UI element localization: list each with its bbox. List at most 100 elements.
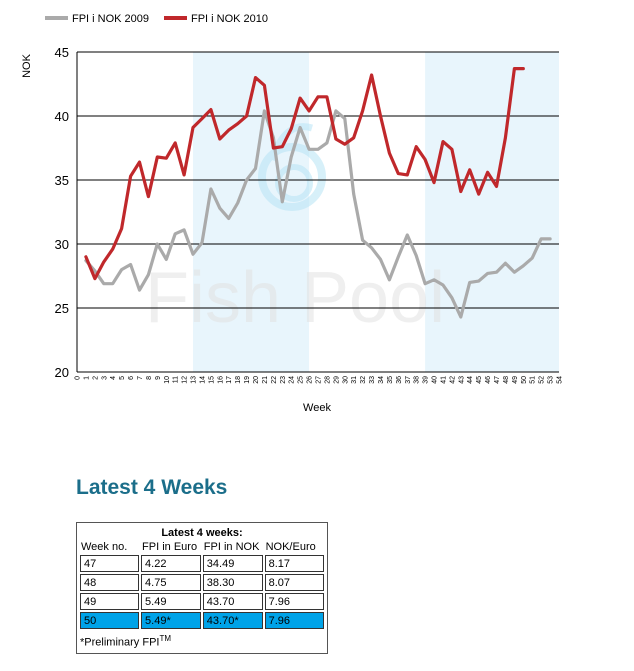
y-tick-labels: 20 25 30 35 40 45 — [55, 45, 69, 380]
x-tick-label: 41 — [440, 376, 447, 384]
cell-nok-euro: 7.96 — [264, 612, 324, 629]
x-tick-label: 29 — [333, 376, 340, 384]
x-tick-label: 53 — [548, 376, 555, 384]
cell-week: 50 — [80, 612, 140, 629]
latest-weeks-table: Latest 4 weeks: Week no. FPI in Euro FPI… — [76, 522, 328, 654]
cell-nok-euro: 7.96 — [264, 593, 324, 610]
x-tick-label: 6 — [128, 376, 135, 380]
cell-fpi-nok: 38.30 — [202, 574, 263, 591]
x-tick-label: 43 — [458, 376, 465, 384]
cell-fpi-euro: 5.49 — [141, 593, 201, 610]
table-footnote: *Preliminary FPITM — [77, 631, 327, 653]
series-line-fpi-i-nok-2010 — [84, 66, 525, 281]
x-tick-label: 31 — [351, 376, 358, 384]
x-tick-label: 23 — [280, 376, 287, 384]
cell-fpi-euro: 5.49* — [141, 612, 201, 629]
x-tick-label: 46 — [485, 376, 492, 384]
x-tick-label: 50 — [521, 376, 528, 384]
y-axis-title: NOK — [21, 53, 33, 78]
legend-label-2010: FPI i NOK 2010 — [191, 13, 268, 25]
legend: FPI i NOK 2009 FPI i NOK 2010 — [45, 13, 268, 25]
x-tick-label: 30 — [342, 376, 349, 384]
shaded-bands — [193, 52, 559, 372]
y-tick-label: 25 — [55, 301, 69, 316]
x-tick-label: 24 — [289, 376, 296, 384]
y-tick-label: 20 — [55, 365, 69, 380]
x-tick-label: 33 — [369, 376, 376, 384]
x-tick-label: 2 — [92, 376, 99, 380]
shaded-band-1 — [193, 52, 310, 372]
x-tick-label: 25 — [298, 376, 305, 384]
cell-fpi-nok: 43.70 — [202, 593, 263, 610]
shaded-band-2 — [425, 52, 559, 372]
cell-fpi-euro: 4.22 — [141, 555, 201, 572]
cell-fpi-nok: 43.70* — [202, 612, 263, 629]
cell-fpi-nok: 34.49 — [202, 555, 263, 572]
x-tick-label: 32 — [360, 376, 367, 384]
cell-nok-euro: 8.07 — [264, 574, 324, 591]
x-tick-label: 0 — [75, 376, 82, 380]
x-tick-label: 27 — [316, 376, 323, 384]
series-line-fpi-i-nok-2009 — [84, 109, 552, 319]
x-tick-label: 8 — [146, 376, 153, 380]
x-tick-label: 19 — [244, 376, 251, 384]
x-tick-label: 54 — [557, 376, 564, 384]
footnote-text: *Preliminary FPI — [80, 636, 160, 649]
x-tick-label: 34 — [378, 376, 385, 384]
section-title: Latest 4 Weeks — [76, 476, 228, 499]
x-tick-label: 26 — [307, 376, 314, 384]
footnote-trademark: TM — [159, 634, 172, 643]
table-header-row: Week no. FPI in Euro FPI in NOK NOK/Euro — [80, 541, 324, 553]
x-tick-label: 5 — [119, 376, 126, 380]
y-tick-label: 30 — [55, 237, 69, 252]
table-row: 49 5.49 43.70 7.96 — [80, 593, 324, 610]
x-tick-label: 9 — [155, 376, 162, 380]
x-tick-labels: 0 1 2 3 4 5 6 7 8 9 10 11 12 13 14 15 16 17 18 19 20 21 22 23 24… — [75, 376, 564, 384]
y-tick-label: 45 — [55, 45, 69, 60]
table-caption: Latest 4 weeks: — [161, 527, 243, 539]
cell-fpi-euro: 4.75 — [141, 574, 201, 591]
x-tick-label: 16 — [217, 376, 224, 384]
y-tick-label: 35 — [55, 173, 69, 188]
watermark-circle-inner — [275, 164, 313, 202]
x-tick-label: 1 — [83, 376, 90, 380]
cell-week: 47 — [80, 555, 140, 572]
x-tick-label: 3 — [101, 376, 108, 380]
x-tick-label: 48 — [503, 376, 510, 384]
y-tick-label: 40 — [55, 109, 69, 124]
x-tick-label: 12 — [182, 376, 189, 384]
x-tick-label: 18 — [235, 376, 242, 384]
x-tick-label: 13 — [191, 376, 198, 384]
x-tick-label: 44 — [467, 376, 474, 384]
weeks-table: Week no. FPI in Euro FPI in NOK NOK/Euro… — [78, 539, 326, 631]
series-lines — [84, 66, 552, 319]
gridlines — [76, 51, 559, 373]
x-tick-label: 42 — [449, 376, 456, 384]
x-tick-label: 45 — [476, 376, 483, 384]
cell-nok-euro: 8.17 — [264, 555, 324, 572]
table-row: 47 4.22 34.49 8.17 — [80, 555, 324, 572]
x-tick-label: 20 — [253, 376, 260, 384]
fpi-line-chart: FPI i NOK 2009 FPI i NOK 2010 Fish Pool … — [21, 13, 564, 414]
cell-week: 49 — [80, 593, 140, 610]
x-tick-label: 40 — [432, 376, 439, 384]
watermark-text: Fish Pool — [145, 258, 445, 338]
x-tick-label: 11 — [173, 376, 180, 383]
x-axis-title: Week — [303, 402, 331, 414]
x-tick-label: 37 — [405, 376, 412, 384]
x-tick-label: 52 — [539, 376, 546, 384]
x-tick-label: 14 — [199, 376, 206, 384]
x-tick-label: 39 — [423, 376, 430, 384]
x-tick-label: 22 — [271, 376, 278, 384]
cell-week: 48 — [80, 574, 140, 591]
x-tick-label: 38 — [414, 376, 421, 384]
header-nok-euro: NOK/Euro — [265, 541, 316, 553]
x-tick-label: 7 — [137, 376, 144, 380]
x-tick-label: 21 — [262, 376, 269, 384]
header-week: Week no. — [81, 541, 128, 553]
x-tick-label: 35 — [387, 376, 394, 384]
x-tick-label: 4 — [110, 376, 117, 380]
x-tick-label: 28 — [324, 376, 331, 384]
x-tick-label: 36 — [396, 376, 403, 384]
x-tick-label: 51 — [530, 376, 537, 384]
